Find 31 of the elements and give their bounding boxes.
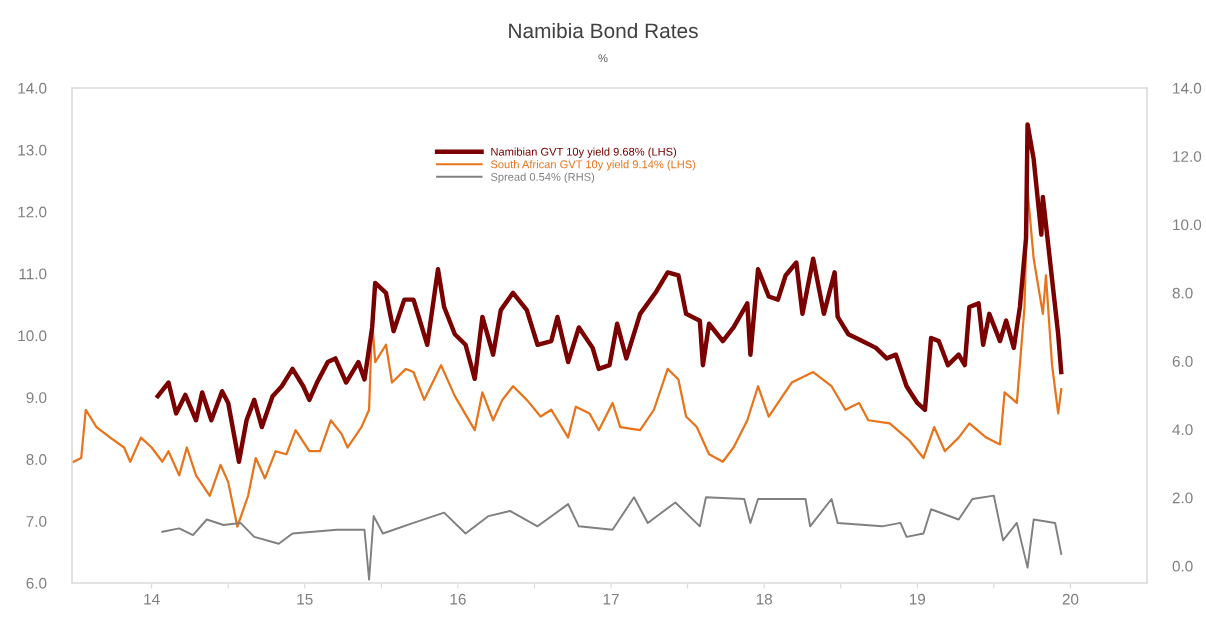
legend-label: Spread 0.54% (RHS)	[490, 172, 595, 184]
y-tick-label: 10.0	[18, 330, 47, 342]
x-tick-label: 15	[297, 593, 313, 605]
y-tick-label: 13.0	[18, 144, 47, 156]
y2-tick-label: 6.0	[1172, 355, 1193, 367]
y2-tick-label: 8.0	[1172, 287, 1193, 299]
x-tick-label: 14	[144, 593, 160, 605]
y-tick-label: 12.0	[18, 206, 47, 218]
y2-tick-label: 14.0	[1173, 82, 1202, 94]
y-tick-label: 8.0	[26, 454, 47, 465]
line-series	[161, 494, 1063, 581]
y2-tick-label: 10.0	[1173, 219, 1202, 231]
chart-title: Namibia Bond Rates	[509, 22, 698, 39]
y-tick-label: 14.0	[18, 82, 47, 94]
y2-tick-label: 12.0	[1173, 151, 1202, 162]
y-tick-label: 7.0	[26, 515, 47, 527]
line-series	[155, 122, 1064, 464]
x-tick-label: 19	[909, 593, 926, 605]
x-tick-label: 16	[450, 593, 466, 605]
y2-tick-label: 0.0	[1172, 560, 1193, 572]
legend-label: South African GVT 10y yield 9.14% (LHS)	[490, 160, 696, 171]
x-tick-label: 20	[1062, 593, 1079, 605]
x-tick-label: 18	[756, 593, 772, 605]
chart-subtitle: %	[598, 54, 608, 63]
y2-tick-label: 4.0	[1172, 424, 1193, 436]
y-tick-label: 6.0	[26, 577, 47, 589]
y-tick-label: 9.0	[26, 392, 47, 404]
y-tick-label: 11.0	[19, 268, 47, 280]
legend-label: Namibian GVT 10y yield 9.68% (LHS)	[491, 147, 677, 158]
x-tick-label: 17	[603, 593, 619, 605]
y2-tick-label: 2.0	[1172, 492, 1193, 504]
